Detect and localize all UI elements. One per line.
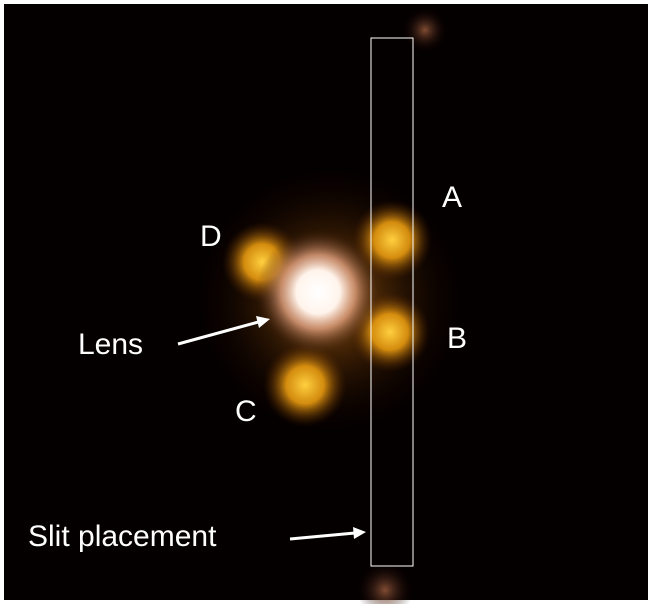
label-d: D (200, 220, 222, 253)
label-c: C (235, 395, 257, 428)
arrow-head (256, 316, 270, 328)
label-lens: Lens (78, 328, 143, 361)
image-a (352, 200, 432, 280)
arrow-slit (289, 531, 356, 541)
faint-source (357, 562, 413, 604)
faint-source (403, 8, 447, 52)
arrow-head (353, 527, 366, 539)
image-c (263, 343, 347, 427)
slit (370, 37, 414, 567)
label-a: A (442, 181, 462, 214)
arrow-lens (177, 319, 263, 346)
lens-galaxy (256, 230, 380, 354)
label-b: B (447, 322, 467, 355)
label-slit: Slit placement (28, 520, 217, 553)
